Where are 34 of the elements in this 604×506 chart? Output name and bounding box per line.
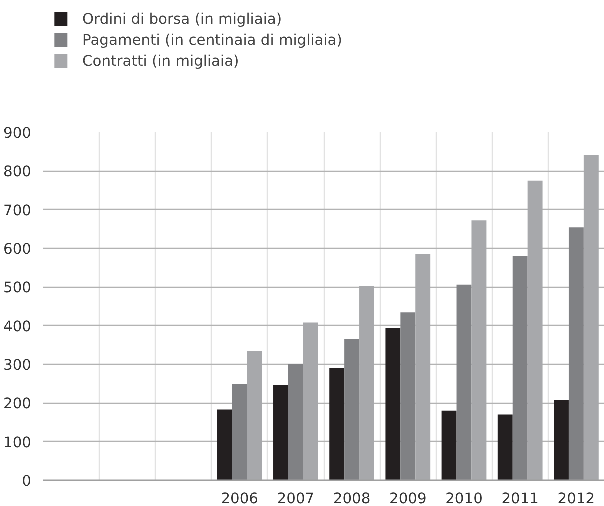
y-tick-label: 200 [4, 396, 32, 413]
bar [400, 312, 416, 480]
bar [512, 256, 528, 480]
bar [288, 364, 304, 480]
y-tick-label: 300 [4, 357, 32, 374]
bar [232, 384, 248, 480]
y-tick-label: 600 [4, 241, 32, 258]
bar [568, 228, 584, 480]
bar [442, 410, 457, 480]
x-tick-label: 2011 [502, 490, 540, 506]
legend-label: Contratti (in migliaia) [82, 53, 240, 70]
legend-label: Ordini di borsa (in migliaia) [82, 11, 282, 28]
x-tick-label: 2007 [277, 490, 315, 506]
legend-label: Pagamenti (in centinaia di migliaia) [82, 32, 343, 49]
x-tick-label: 2012 [558, 490, 596, 506]
y-tick-label: 800 [4, 164, 32, 181]
bar [456, 284, 472, 480]
bar [274, 384, 288, 480]
y-tick-label: 500 [4, 280, 32, 297]
y-tick-label: 100 [4, 434, 32, 452]
bar [554, 400, 569, 480]
bar [344, 339, 360, 480]
bar [330, 368, 345, 480]
y-tick-label: 900 [4, 125, 32, 142]
x-tick-label: 2006 [221, 490, 259, 506]
x-tick-label: 2010 [446, 490, 483, 506]
bar [217, 410, 232, 480]
bar [386, 328, 401, 480]
y-tick-label: 0 [22, 473, 32, 490]
y-tick-label: 700 [4, 202, 32, 220]
y-tick-label: 400 [4, 318, 32, 336]
x-tick-label: 2008 [333, 490, 371, 506]
bar [498, 414, 513, 480]
x-tick-label: 2009 [390, 490, 427, 506]
